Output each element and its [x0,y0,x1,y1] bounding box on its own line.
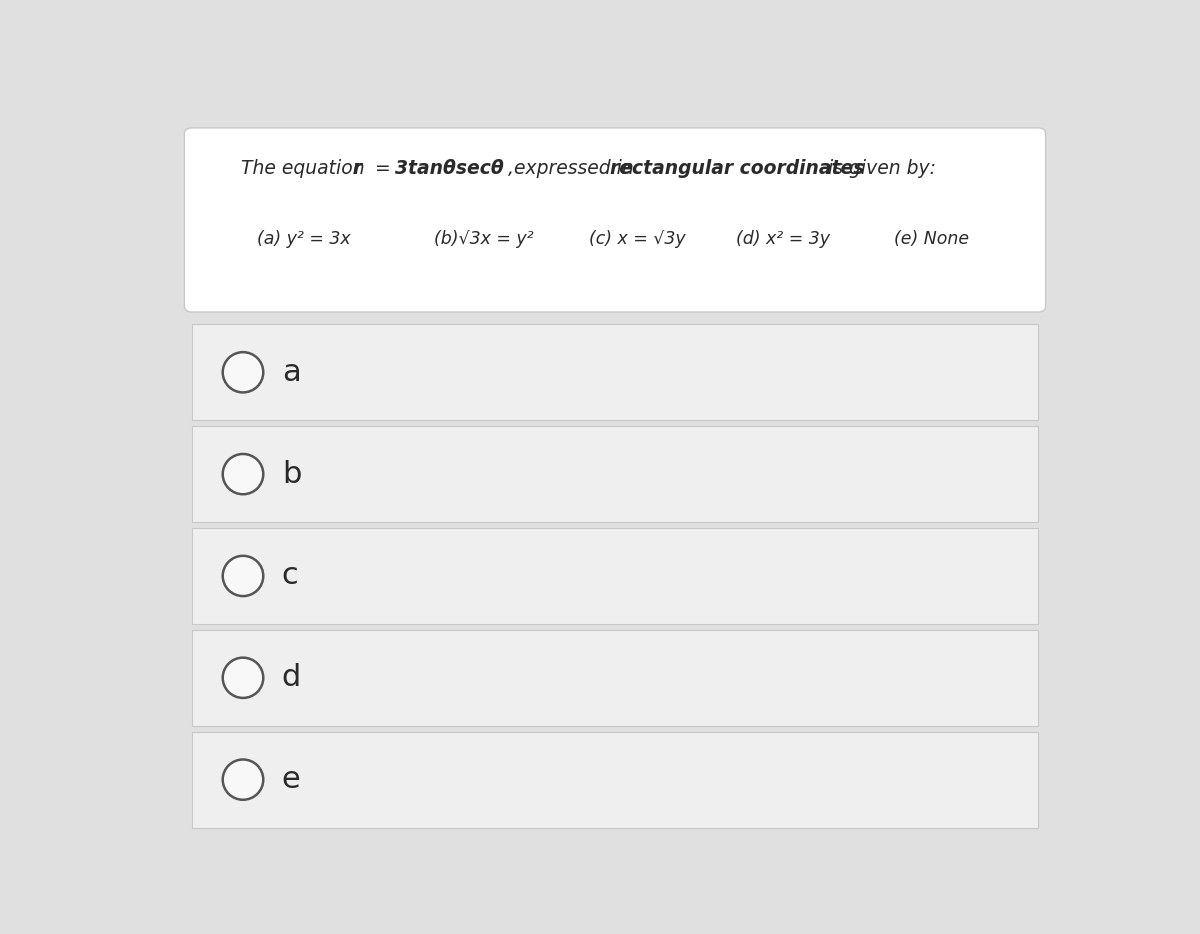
Ellipse shape [223,658,263,698]
FancyBboxPatch shape [192,528,1038,624]
Text: The equation: The equation [241,159,371,177]
Ellipse shape [223,759,263,800]
FancyBboxPatch shape [192,630,1038,726]
Text: (b)√3x = y²: (b)√3x = y² [433,230,533,248]
Text: (d) x² = 3y: (d) x² = 3y [736,230,830,248]
Text: a: a [282,358,301,387]
Text: 3tanθsecθ: 3tanθsecθ [395,159,503,177]
Text: (e) None: (e) None [894,230,970,248]
Text: is given by:: is given by: [822,159,936,177]
Ellipse shape [223,454,263,494]
FancyBboxPatch shape [185,128,1045,312]
Text: ,expressed in: ,expressed in [502,159,640,177]
Ellipse shape [223,352,263,392]
Text: rectangular coordinates: rectangular coordinates [611,159,865,177]
Text: b: b [282,460,301,488]
Text: d: d [282,663,301,692]
Ellipse shape [223,556,263,596]
Text: (c) x = √3y: (c) x = √3y [589,230,685,248]
Text: =: = [368,159,396,177]
Text: e: e [282,765,301,794]
FancyBboxPatch shape [192,731,1038,828]
Text: (a) y² = 3x: (a) y² = 3x [257,230,350,248]
Text: r: r [353,159,362,177]
FancyBboxPatch shape [192,426,1038,522]
FancyBboxPatch shape [192,324,1038,420]
Text: c: c [282,561,299,590]
